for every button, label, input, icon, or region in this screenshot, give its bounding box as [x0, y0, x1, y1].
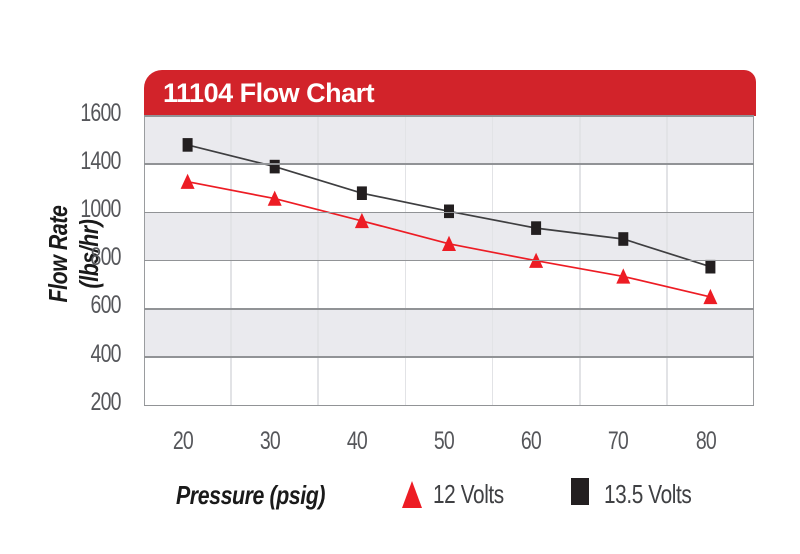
grid-band-gray: [144, 308, 754, 358]
y-tick-label: 1600: [80, 98, 122, 127]
h-gridline: [144, 356, 754, 358]
y-tick-label: 200: [90, 387, 122, 416]
legend-label-12-volts: 12 Volts: [433, 479, 504, 509]
grid-band-white: [144, 260, 754, 309]
chart-title: 11104 Flow Chart: [163, 77, 375, 108]
x-tick-label: 70: [608, 427, 629, 455]
y-tick-label: 1400: [80, 146, 122, 175]
h-gridline: [144, 404, 754, 407]
h-gridline: [144, 259, 754, 262]
y-tick-label: 600: [90, 291, 122, 320]
legend-square-icon: [571, 478, 589, 505]
x-tick-label: 40: [346, 427, 368, 455]
y-tick-label: 800: [90, 243, 122, 272]
y-tick-label: 1000: [80, 194, 122, 223]
x-tick-label: 50: [433, 427, 455, 455]
h-gridline: [144, 308, 754, 310]
chart-title-banner: 11104 Flow Chart: [144, 70, 756, 116]
x-tick-label: 60: [521, 427, 542, 455]
x-tick-label: 20: [172, 427, 193, 455]
x-tick-label: 80: [695, 427, 716, 455]
grid-band-gray: [144, 212, 754, 261]
grid-band-white: [144, 164, 754, 213]
x-axis-title: Pressure (psig): [176, 480, 326, 510]
legend-triangle-icon: [402, 481, 422, 508]
h-gridline: [144, 115, 754, 117]
y-tick-label: 400: [90, 339, 122, 368]
legend-label-13-5-volts: 13.5 Volts: [604, 479, 692, 509]
h-gridline: [144, 163, 754, 166]
x-tick-label: 30: [259, 427, 281, 455]
h-gridline: [144, 211, 754, 214]
grid-band-white: [144, 357, 754, 406]
grid-band-gray: [144, 116, 754, 165]
